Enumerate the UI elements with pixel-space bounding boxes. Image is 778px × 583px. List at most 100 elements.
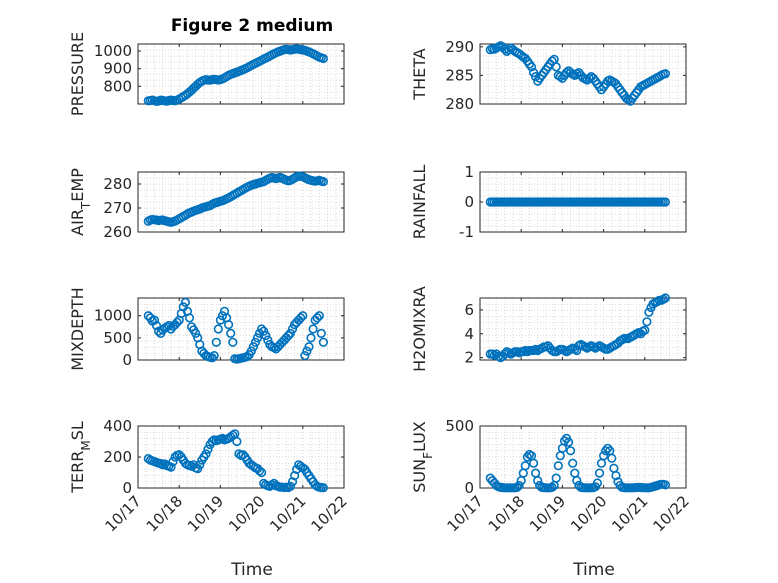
series-markers: [485, 197, 671, 207]
y-tick-label: 0: [464, 479, 474, 497]
data-point: [209, 351, 219, 361]
data-point: [318, 177, 329, 187]
data-point: [611, 471, 621, 481]
x-tick-label: 10/19: [184, 492, 227, 535]
y-tick-label: 2: [464, 349, 474, 367]
y-tick-label: 260: [103, 223, 132, 241]
data-point: [623, 94, 633, 104]
y-tick-label: 280: [103, 175, 132, 193]
data-point: [151, 320, 162, 331]
data-point: [555, 451, 565, 461]
data-point: [609, 463, 619, 473]
y-tick-label: 800: [103, 77, 132, 95]
data-point: [149, 315, 160, 325]
series-markers: [485, 293, 671, 363]
data-point: [528, 458, 539, 468]
data-point: [254, 466, 265, 476]
data-point: [226, 328, 236, 339]
y-tick-label: 200: [103, 448, 132, 466]
data-point: [261, 331, 271, 341]
data-point: [551, 62, 561, 72]
data-point: [314, 311, 324, 321]
x-tick-label: 10/17: [444, 492, 487, 535]
y-tick-label: 270: [103, 199, 132, 217]
data-point: [228, 430, 238, 440]
y-tick-label: 290: [445, 38, 474, 56]
data-point: [598, 451, 609, 461]
data-point: [520, 461, 530, 471]
data-point: [500, 349, 510, 359]
data-point: [180, 297, 190, 308]
y-axis-label: THETA: [410, 48, 429, 100]
data-point: [644, 307, 654, 317]
x-tick-label: 10/18: [485, 492, 528, 535]
y-tick-label: 6: [464, 301, 474, 319]
y-tick-label: 900: [103, 60, 132, 78]
y-tick-label: 500: [445, 417, 474, 435]
y-tick-label: 0: [122, 479, 132, 497]
data-point: [553, 461, 563, 471]
data-point: [184, 313, 195, 323]
data-point: [228, 337, 238, 347]
y-tick-label: 1000: [94, 42, 132, 60]
data-point: [257, 324, 267, 334]
x-tick-label: 10/18: [143, 492, 186, 535]
y-tick-label: 500: [103, 329, 132, 347]
data-point: [596, 458, 607, 468]
data-point: [640, 325, 650, 335]
data-point: [168, 457, 178, 467]
subplot-right-3: 2 4 6 H2OMIXRA: [410, 286, 687, 372]
series-markers: [143, 429, 329, 493]
data-point: [660, 480, 671, 490]
data-point: [561, 67, 572, 78]
y-tick-label: 1000: [94, 307, 132, 325]
data-point: [660, 293, 671, 303]
data-point: [213, 324, 223, 334]
subplot-right-1: 280 285 290 THETA: [410, 38, 687, 113]
data-point: [660, 197, 671, 207]
data-point: [302, 346, 312, 356]
data-point: [259, 326, 269, 336]
y-axis-label: AIRTEMP: [68, 168, 93, 236]
data-point: [224, 320, 234, 330]
data-point: [312, 313, 322, 323]
data-point: [570, 468, 580, 478]
y-tick-label: 1: [464, 163, 474, 181]
y-tick-label: 0: [464, 193, 474, 211]
data-point: [207, 353, 217, 363]
data-point: [572, 345, 582, 356]
data-point: [504, 45, 514, 55]
data-point: [306, 333, 316, 343]
x-tick-label: 10/22: [650, 492, 693, 535]
axes-box: [137, 171, 345, 233]
data-point: [607, 453, 617, 463]
data-point: [522, 452, 533, 462]
data-point: [298, 311, 308, 321]
data-point: [232, 436, 242, 447]
data-point: [300, 351, 310, 361]
data-point: [533, 476, 543, 486]
data-point: [592, 478, 603, 488]
axes-box: [137, 43, 345, 105]
axes-box: [479, 43, 687, 105]
y-axis-label: PRESSURE: [68, 32, 87, 116]
data-point: [568, 458, 578, 468]
data-point: [526, 62, 537, 72]
subplot-right-2: -1 0 1 RAINFALL: [410, 163, 687, 241]
data-point: [601, 446, 611, 456]
data-point: [563, 437, 574, 447]
data-point: [296, 313, 306, 323]
data-point: [211, 337, 221, 347]
y-axis-label: H2OMIXRA: [410, 286, 429, 372]
subplot-left-2: 260 270 280 AIRTEMP: [68, 168, 345, 241]
data-point: [551, 473, 561, 483]
y-tick-label: -1: [459, 223, 474, 241]
y-axis-label: RAINFALL: [410, 165, 429, 240]
data-point: [203, 444, 213, 454]
series-markers: [485, 433, 671, 493]
data-point: [660, 69, 671, 79]
